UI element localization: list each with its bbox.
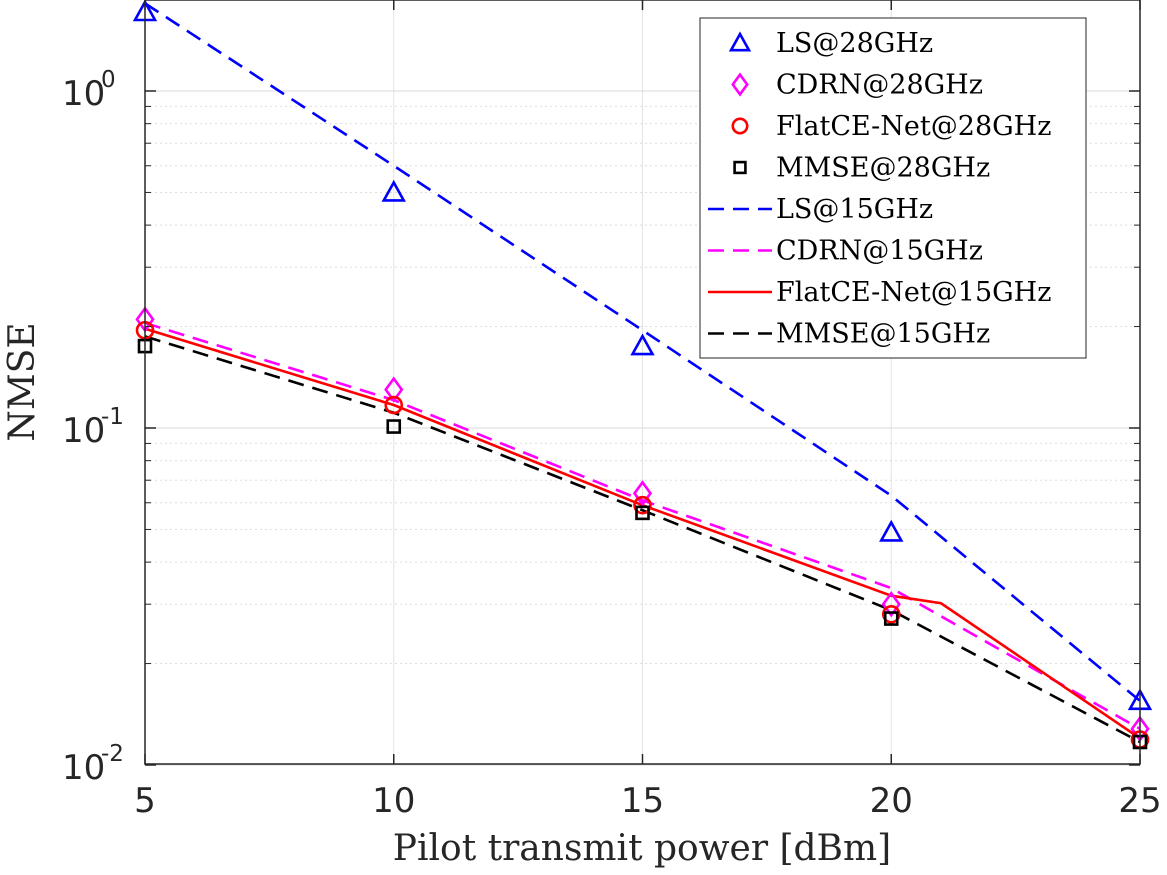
- series-line-mmse-15ghz: [144, 335, 1141, 744]
- legend-entry: CDRN@28GHz: [731, 70, 983, 101]
- triangle-marker: [381, 179, 406, 202]
- circle-marker: [731, 117, 749, 135]
- series-line-cdrn-15ghz: [144, 321, 1141, 731]
- square-marker: [386, 419, 402, 434]
- legend-label: LS@15GHz: [776, 194, 933, 225]
- legend-entry: FlatCE-Net@28GHz: [731, 111, 1051, 142]
- square-marker: [883, 611, 899, 626]
- y-tick-exponent: -2: [101, 741, 124, 767]
- y-tick-label: 10: [62, 74, 105, 114]
- triangle-marker: [728, 31, 752, 52]
- diamond-marker: [881, 590, 901, 618]
- legend-entry: LS@28GHz: [728, 28, 933, 59]
- x-tick-label: 10: [372, 781, 415, 821]
- series-line: [144, 327, 1141, 740]
- legend-label: MMSE@15GHz: [776, 319, 990, 350]
- legend-label: LS@28GHz: [776, 28, 933, 59]
- y-axis-label: NMSE: [2, 322, 43, 441]
- series-line: [144, 2, 1141, 702]
- series-line: [144, 335, 1141, 744]
- x-tick-label: 25: [1118, 781, 1161, 821]
- legend-label: CDRN@28GHz: [776, 70, 983, 101]
- legend-label: FlatCE-Net@15GHz: [776, 277, 1051, 308]
- diamond-marker: [384, 376, 404, 403]
- legend-label: MMSE@28GHz: [776, 153, 990, 184]
- square-marker: [733, 160, 747, 175]
- legend-entry: MMSE@28GHz: [733, 153, 990, 184]
- x-tick-label: 5: [134, 781, 156, 821]
- legend-entry: MMSE@15GHz: [708, 319, 990, 350]
- y-tick-exponent: -1: [101, 404, 124, 430]
- legend-entry: LS@15GHz: [708, 194, 933, 225]
- y-tick-label: 10: [62, 411, 105, 451]
- y-tick-exponent: 0: [101, 67, 116, 93]
- series-line-flatce-net-15ghz: [144, 327, 1141, 740]
- y-tick-label: 10: [62, 748, 105, 788]
- series-line-ls-15ghz: [144, 2, 1141, 702]
- legend-entry: FlatCE-Net@15GHz: [708, 277, 1051, 308]
- diamond-marker: [731, 72, 749, 97]
- diamond-marker: [632, 480, 653, 507]
- legend: LS@28GHz CDRN@28GHz FlatCE-Net@28GHz MMSE@2…: [699, 17, 1087, 359]
- circle-marker: [881, 605, 901, 624]
- triangle-marker: [879, 519, 904, 542]
- x-axis-label: Pilot transmit power [dBm]: [393, 828, 891, 869]
- circle-marker: [384, 395, 404, 415]
- x-tick-label: 15: [621, 781, 664, 821]
- legend-label: FlatCE-Net@28GHz: [776, 111, 1051, 142]
- triangle-marker: [630, 333, 655, 356]
- legend-entry: CDRN@15GHz: [708, 236, 983, 267]
- legend-box: [699, 17, 1087, 359]
- series-layer: [132, 0, 1153, 750]
- square-marker: [635, 505, 650, 521]
- circle-marker: [633, 495, 652, 515]
- legend-label: CDRN@15GHz: [776, 236, 983, 267]
- x-tick-label: 20: [870, 781, 913, 821]
- series-line: [144, 321, 1141, 731]
